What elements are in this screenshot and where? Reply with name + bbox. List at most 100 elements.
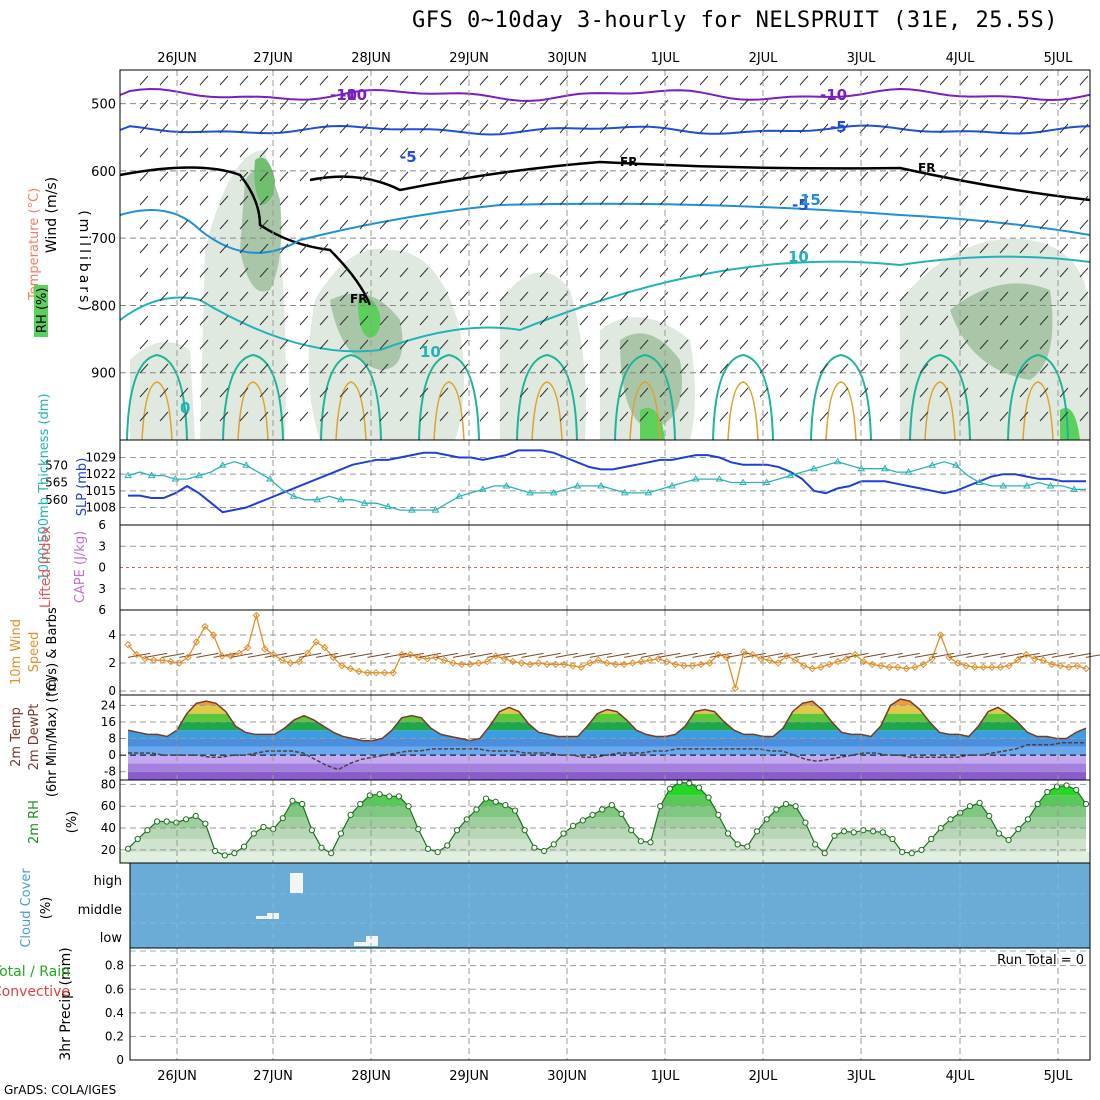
wind-barb — [199, 75, 209, 86]
wind-barb — [1079, 267, 1089, 278]
rh-marker — [434, 849, 441, 856]
x-tick-label-top: 2JUL — [749, 51, 779, 66]
wind-barb — [619, 123, 629, 134]
rh-marker — [734, 841, 741, 848]
rh-marker — [821, 850, 828, 857]
wind-barb — [679, 147, 689, 158]
wind-barb — [399, 315, 409, 326]
contour-label: 0 — [180, 399, 190, 417]
wind-barb — [239, 267, 249, 278]
wind-barb — [599, 267, 609, 278]
wind-barb — [899, 243, 909, 254]
wind-barb — [439, 243, 449, 254]
temp-tick-label: 0 — [108, 748, 116, 762]
rh-marker — [531, 844, 538, 851]
wind-barb — [739, 363, 749, 374]
rh-marker — [986, 812, 993, 820]
wind-marker — [526, 660, 534, 669]
rh-marker — [1063, 782, 1070, 789]
wind-barb — [359, 411, 369, 422]
wind-barb — [659, 195, 669, 206]
thickness-marker — [1046, 481, 1055, 489]
wind-marker — [1073, 662, 1082, 670]
x-tick-label-bottom: 26JUN — [157, 1069, 197, 1084]
isotherm-10 — [119, 255, 1091, 353]
wind-marker — [201, 622, 209, 631]
temp-band — [128, 746, 1086, 756]
wind-barb — [379, 243, 389, 254]
wind-barb — [479, 195, 489, 206]
series-line-slp — [128, 449, 1086, 514]
wind-marker — [620, 660, 628, 669]
rh-marker — [792, 803, 799, 810]
wind-barb — [316, 652, 339, 658]
wind-barb — [539, 171, 549, 182]
wind-barb — [899, 291, 909, 302]
wind-barb — [839, 363, 849, 374]
wind-barb — [439, 363, 449, 374]
wind-barb — [419, 243, 429, 254]
wind-marker — [517, 659, 526, 667]
wind-barb — [1019, 171, 1029, 182]
wind-barb — [350, 652, 373, 658]
wind-barb — [1019, 315, 1029, 326]
wind-barb — [379, 267, 389, 278]
wind-barb — [359, 363, 369, 374]
wind-barb — [219, 291, 229, 302]
x-tick-label-top: 1JUL — [651, 51, 681, 66]
pressure-tick-label: 900 — [91, 367, 116, 382]
wind-barb — [539, 363, 549, 374]
wind-barb — [659, 291, 669, 302]
rh-marker — [192, 812, 199, 820]
wind-barb — [339, 123, 349, 134]
wind-barb — [319, 291, 329, 302]
wind-marker — [149, 656, 158, 664]
wind-barb — [739, 243, 749, 254]
wind-barb — [1079, 75, 1089, 86]
wind-barb — [899, 315, 909, 326]
x-tick-label-top: 5JUL — [1044, 51, 1074, 66]
thickness-marker — [573, 481, 582, 489]
wind-barb — [1068, 652, 1091, 658]
wind-barb — [839, 411, 849, 422]
wind-barb — [379, 75, 389, 86]
wind-barb — [1039, 267, 1049, 278]
wind-barb — [959, 411, 969, 422]
wind-barb — [159, 243, 169, 254]
wind-barb — [419, 291, 429, 302]
wind-barb — [579, 195, 589, 206]
wind-barb — [799, 147, 809, 158]
wind-barb — [259, 75, 269, 86]
wind-barb — [759, 315, 769, 326]
isotherm-loop — [614, 353, 676, 441]
wind-marker — [534, 659, 543, 667]
wind-barb — [439, 411, 449, 422]
wind-barb — [1059, 75, 1069, 86]
wind-barb — [579, 363, 589, 374]
wind-marker — [141, 655, 149, 663]
thickness-tick-label: 565 — [45, 476, 68, 490]
wind-barb — [639, 243, 649, 254]
wind-barb — [279, 315, 289, 326]
wind-barb — [999, 267, 1009, 278]
rh-marker — [570, 822, 577, 830]
rh-marker — [1082, 800, 1090, 808]
wind-marker — [723, 653, 731, 662]
wind-barb — [879, 387, 889, 398]
thickness-marker — [549, 488, 558, 496]
x-tick-label-bottom: 29JUN — [449, 1069, 489, 1084]
wind-barb — [589, 652, 612, 658]
wind-marker — [167, 657, 175, 666]
wind-marker — [389, 669, 397, 677]
wind-barb — [939, 75, 949, 86]
wind-barb — [139, 195, 149, 206]
rh-shade-dark-2 — [620, 333, 682, 430]
wind-barb — [899, 99, 909, 110]
wind-marker — [252, 611, 261, 620]
wind-barb — [479, 147, 489, 158]
wind-barb — [179, 171, 189, 182]
thickness-marker — [715, 475, 724, 482]
wind-barb — [599, 315, 609, 326]
wind-barb — [499, 339, 509, 350]
wind-barb — [739, 315, 749, 326]
